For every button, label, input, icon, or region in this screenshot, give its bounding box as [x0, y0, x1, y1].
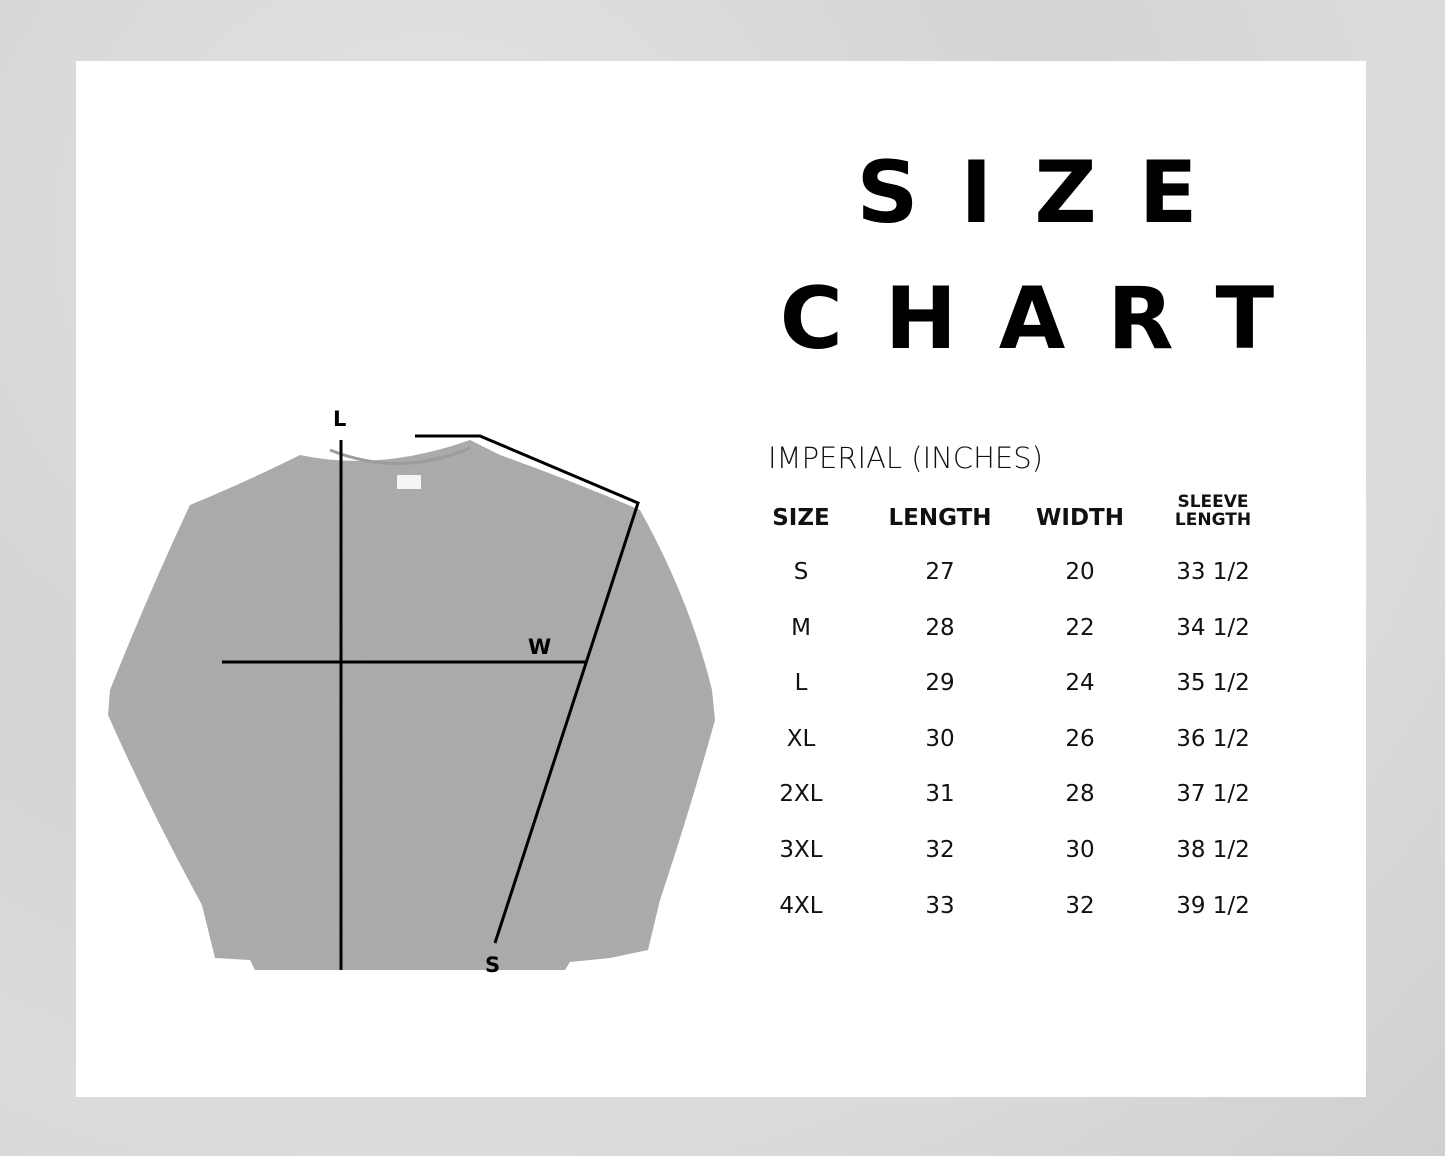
page-title-line-2: C H A R T: [779, 269, 1281, 369]
cell-size: 4XL: [779, 892, 823, 919]
cell-length: 33: [925, 892, 955, 919]
cell-sleeve-length: 36 1/2: [1176, 725, 1250, 752]
header-sleeve-length: SLEEVE LENGTH: [1174, 492, 1252, 530]
cell-size: 2XL: [779, 781, 823, 808]
cell-width: 32: [1065, 892, 1095, 919]
units-label: IMPERIAL (INCHES): [768, 441, 1043, 475]
cell-size: L: [794, 670, 808, 697]
cell-width: 30: [1065, 837, 1095, 863]
header-length: LENGTH: [888, 505, 992, 531]
cell-sleeve-length: 39 1/2: [1176, 892, 1250, 919]
cell-sleeve-length: 37 1/2: [1176, 781, 1250, 808]
cell-width: 26: [1065, 725, 1095, 752]
header-width: WIDTH: [1036, 505, 1124, 531]
cell-sleeve-length: 38 1/2: [1176, 837, 1250, 863]
cell-length: 29: [925, 670, 955, 697]
cell-size: XL: [786, 725, 816, 752]
cell-width: 24: [1065, 670, 1095, 697]
length-label: L: [333, 407, 347, 431]
cell-width: 20: [1065, 559, 1095, 585]
header-size: SIZE: [772, 505, 830, 531]
cell-length: 27: [925, 559, 955, 585]
cell-length: 28: [925, 614, 955, 641]
sleeve-measure-line: [415, 434, 640, 944]
sleeve-label: S: [485, 953, 501, 977]
cell-sleeve-length: 33 1/2: [1176, 559, 1250, 585]
cell-length: 31: [925, 781, 955, 808]
width-label: W: [528, 635, 552, 659]
garment-tag: [397, 475, 421, 489]
cell-size: M: [791, 614, 811, 641]
cell-sleeve-length: 35 1/2: [1176, 670, 1250, 697]
cell-size: S: [793, 559, 809, 585]
cell-size: 3XL: [779, 837, 823, 863]
cell-width: 28: [1065, 781, 1095, 808]
cell-length: 32: [925, 837, 955, 863]
page-title-line-1: S I Z E: [856, 143, 1204, 243]
cell-width: 22: [1065, 614, 1095, 641]
sweatshirt-texture: [108, 440, 715, 970]
collar: [329, 446, 471, 465]
cell-sleeve-length: 34 1/2: [1176, 614, 1250, 641]
cell-length: 30: [925, 725, 955, 752]
